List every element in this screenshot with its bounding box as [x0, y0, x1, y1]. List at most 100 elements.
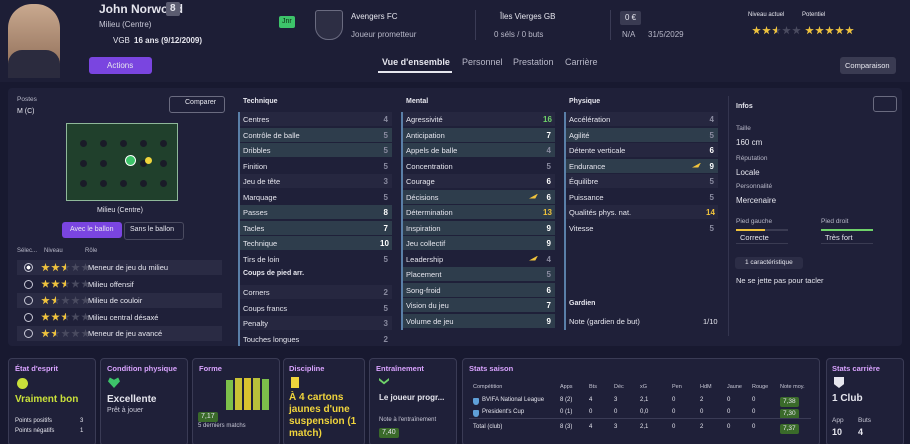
label: Buts: [858, 417, 872, 424]
stat-cell: 0: [727, 424, 731, 430]
label: Pied droit: [821, 218, 849, 225]
attribute-row: [403, 174, 555, 188]
attribute-row: [566, 205, 718, 219]
attribute-row: [403, 205, 555, 219]
stat-cell: 0: [589, 409, 593, 415]
stars: [805, 26, 855, 35]
divider: [610, 10, 611, 40]
divider: [469, 418, 811, 419]
trend-arrow: [692, 162, 701, 168]
stars-fill: [805, 26, 855, 35]
foot-bar: [736, 229, 765, 231]
star: [41, 312, 50, 321]
label: Apps: [560, 384, 573, 390]
stat-cell: Total (club): [473, 424, 503, 430]
foot-underline: [736, 243, 788, 244]
stat-cell: 2,1: [640, 424, 649, 430]
label: Jaune: [727, 384, 742, 390]
label: Jnr: [279, 16, 295, 29]
position-dot: [140, 180, 147, 187]
attribute-value: 5: [383, 192, 388, 202]
role-radio[interactable]: [24, 296, 33, 305]
label: 10: [832, 427, 843, 437]
stars: [41, 263, 91, 272]
stars: [41, 329, 91, 338]
with-ball-button[interactable]: [62, 222, 122, 238]
mood-icon: [17, 378, 28, 389]
attribute-row: [566, 112, 718, 126]
stat-cell: 4: [589, 397, 593, 403]
label: Touches longues: [243, 334, 300, 344]
competition-icon: [473, 410, 479, 417]
attribute-value: 6: [709, 146, 714, 155]
form-bar: [235, 378, 242, 410]
label: Vision du jeu: [406, 301, 449, 310]
attribute-value: 5: [709, 223, 714, 233]
label: Compétition: [473, 384, 503, 390]
label: Coups francs: [243, 303, 288, 313]
star: [772, 26, 777, 35]
label: 0 €: [620, 11, 642, 25]
label: Qualités phys. nat.: [569, 208, 632, 217]
role-radio[interactable]: [24, 263, 33, 272]
stat-cell: 4: [589, 424, 593, 430]
label: Contrôle de balle: [243, 130, 300, 140]
role-row[interactable]: [17, 326, 222, 341]
label: Milieu central désaxé: [88, 312, 159, 322]
star-empty: [81, 312, 90, 321]
attribute-value: 7: [546, 301, 551, 310]
label: 16 ans (9/12/2009): [134, 36, 203, 45]
yellow-card: [291, 377, 299, 388]
stars: [41, 279, 91, 289]
card: [100, 358, 188, 444]
position-alt: [145, 157, 152, 164]
role-row[interactable]: [17, 260, 222, 275]
role-radio[interactable]: [24, 279, 33, 289]
position-dot: [80, 180, 87, 187]
compare-small[interactable]: [169, 96, 225, 113]
stat-cell: 2: [700, 397, 704, 403]
stars: [752, 26, 802, 35]
attribute-row: [240, 174, 392, 188]
attribute-value: 14: [706, 208, 715, 217]
role-radio[interactable]: [24, 312, 33, 322]
attribute-row: [566, 220, 718, 235]
role-radio[interactable]: [24, 329, 33, 338]
traits-button[interactable]: [735, 257, 803, 269]
label: Niveau actuel: [748, 12, 785, 18]
stat-cell: 0: [752, 424, 756, 430]
label: Milieu de couloir: [88, 296, 143, 305]
stat-cell: 0: [727, 397, 731, 403]
label: Gardien: [569, 300, 596, 307]
label: Décisions: [406, 192, 439, 202]
card-title: Entraînement: [376, 364, 424, 373]
tab[interactable]: Personnel: [462, 57, 503, 67]
label: Détermination: [406, 208, 453, 217]
label: Corners: [243, 288, 270, 297]
attribute-row: [240, 189, 392, 204]
tab[interactable]: Vue d'ensemble: [382, 57, 450, 67]
attribute-value: 2: [383, 288, 388, 297]
star: [51, 312, 60, 321]
label: Comparaison: [845, 61, 890, 70]
attribute-value: 5: [709, 192, 714, 202]
actions-button[interactable]: [89, 57, 152, 74]
star-empty: [71, 263, 80, 272]
label: 31/5/2029: [648, 30, 684, 39]
role-row[interactable]: [17, 293, 222, 308]
label: À 4 cartons jaunes d'une suspension (1 m…: [289, 392, 357, 439]
attribute-value: 4: [546, 254, 551, 264]
attribute-row: [240, 112, 392, 126]
attribute-value: 5: [383, 254, 388, 264]
label: Points positifs: [15, 418, 53, 424]
star: [61, 312, 66, 321]
info-button[interactable]: [873, 96, 897, 112]
stat-cell: President's Cup: [482, 409, 525, 415]
tab[interactable]: Carrière: [565, 57, 598, 67]
star: [51, 263, 60, 272]
compare-button[interactable]: [840, 57, 896, 74]
without-ball-button[interactable]: [124, 222, 184, 240]
attribute-row: [403, 143, 555, 157]
tab[interactable]: Prestation: [513, 57, 554, 67]
card-title: Stats saison: [469, 364, 514, 373]
